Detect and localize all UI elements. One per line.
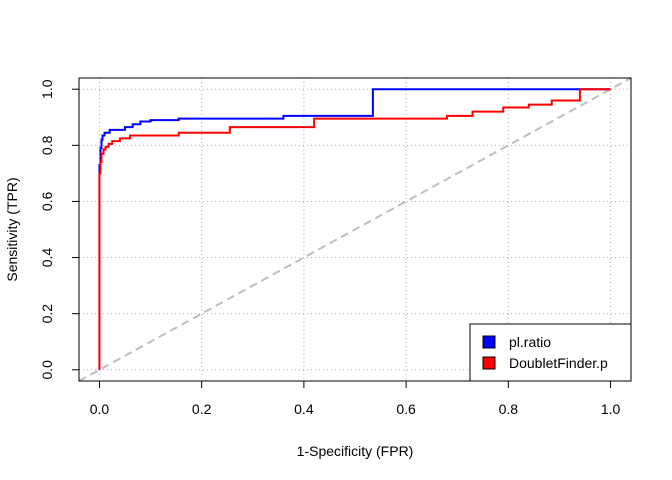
y-tick-label: 0.6 <box>39 192 55 212</box>
x-tick-label: 0.2 <box>192 401 212 417</box>
y-tick-label: 1.0 <box>39 79 55 99</box>
y-tick-label: 0.0 <box>39 360 55 380</box>
y-tick-label: 0.2 <box>39 304 55 324</box>
legend-swatch <box>482 356 496 370</box>
x-axis-title: 1-Specificity (FPR) <box>297 443 414 459</box>
y-tick-label: 0.4 <box>39 248 55 268</box>
x-tick-label: 0.8 <box>499 401 519 417</box>
series-line-doubletfinder-p <box>98 88 611 370</box>
series-lines <box>98 88 611 370</box>
legend-swatch <box>482 335 496 349</box>
y-axis: 0.0 0.2 0.4 0.6 0.8 1.0 <box>39 79 80 380</box>
series-line-pl-ratio <box>98 88 611 370</box>
x-tick-label: 0.4 <box>294 401 314 417</box>
x-tick-label: 0.0 <box>90 401 110 417</box>
grid <box>79 78 631 381</box>
legend-label: pl.ratio <box>509 334 551 350</box>
y-axis-title: Sensitivity (TPR) <box>4 177 20 281</box>
x-axis: 0.0 0.2 0.4 0.6 0.8 1.0 <box>90 380 621 417</box>
y-tick-label: 0.8 <box>39 135 55 155</box>
x-tick-label: 0.6 <box>396 401 416 417</box>
x-tick-label: 1.0 <box>601 401 621 417</box>
legend-box <box>469 323 632 382</box>
legend-label: DoubletFinder.p <box>509 355 608 371</box>
legend: pl.ratio DoubletFinder.p <box>469 323 632 382</box>
reference-diagonal-line <box>78 77 632 382</box>
